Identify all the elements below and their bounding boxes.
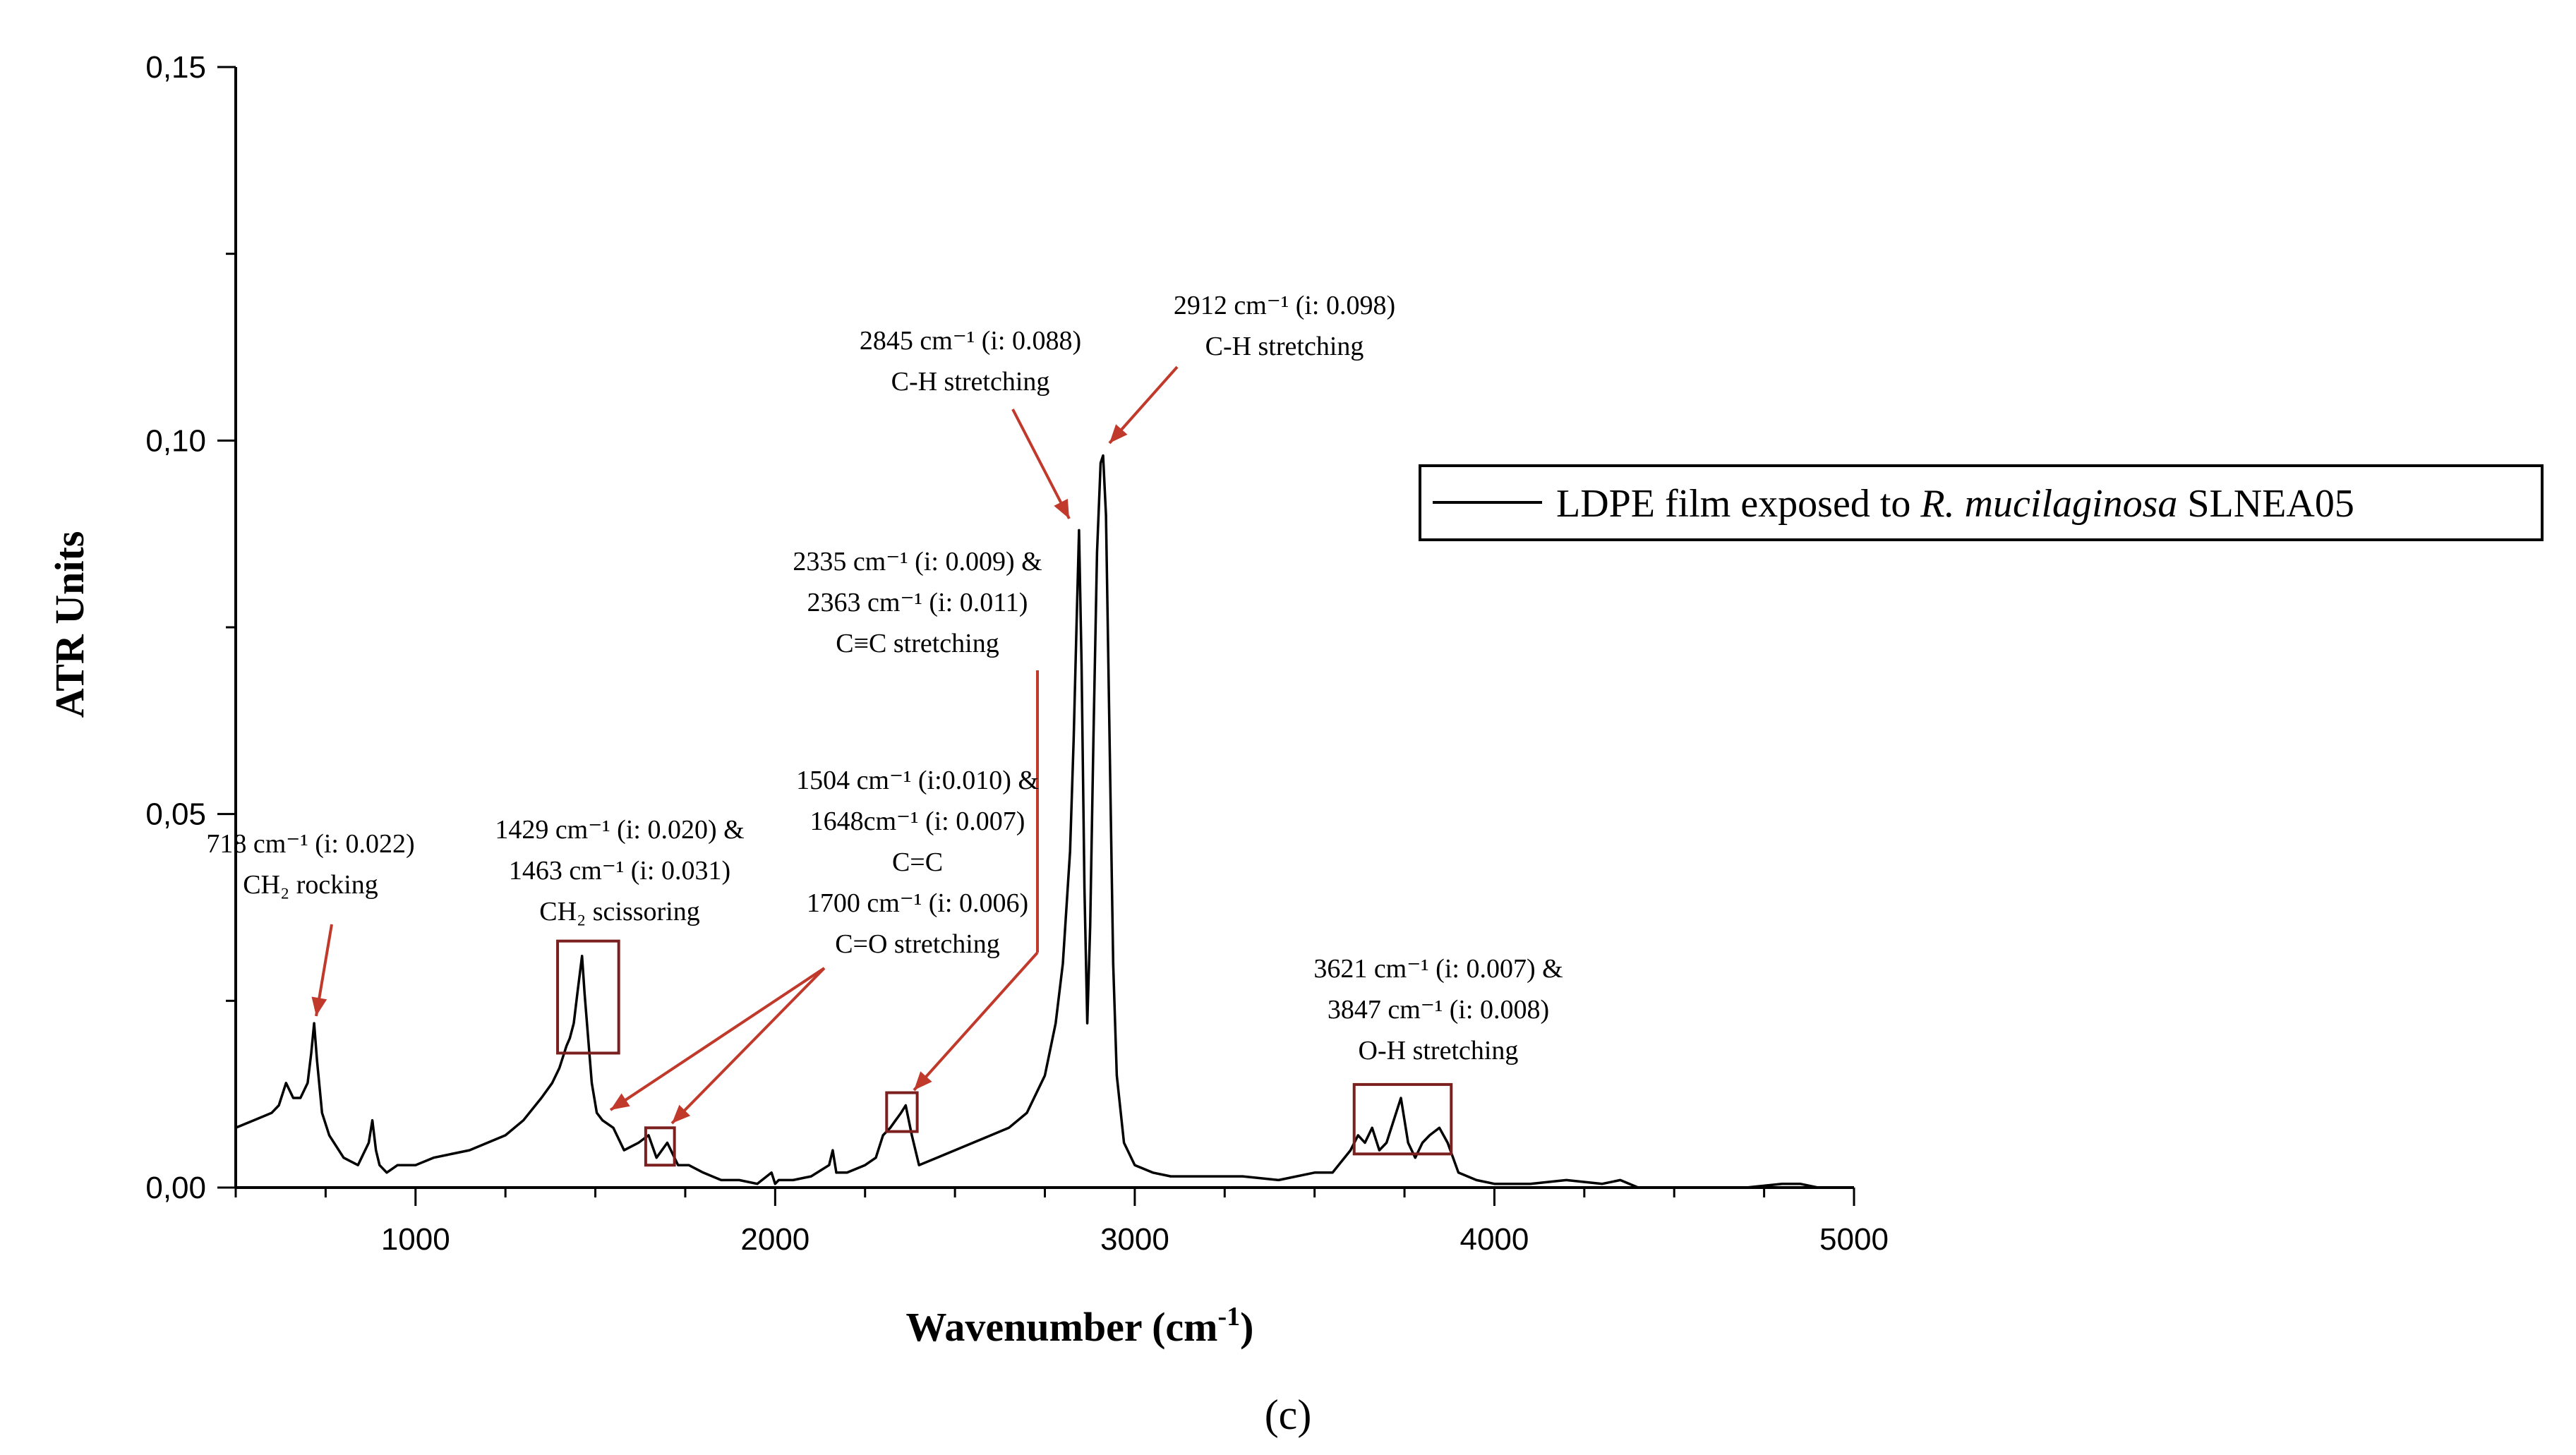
annotation-a718: 718 cm⁻¹ (i: 0.022) CH₂ rocking [206,829,414,900]
axes [234,67,1854,1189]
annotation-arrow [609,967,826,1111]
annotation-line: C-H stretching [1205,332,1364,361]
series-layer [235,454,1854,1189]
annotation-line: CH₂ rocking [243,870,378,900]
x-tick-label: 2000 [740,1222,809,1257]
annotation-a3621: 3621 cm⁻¹ (i: 0.007) & 3847 cm⁻¹ (i: 0.00… [1313,954,1563,1065]
annotation-arrowhead [672,1104,691,1123]
y-tick-label: 0,00 [145,1171,206,1205]
annotation-line: 2335 cm⁻¹ (i: 0.009) & [793,547,1042,576]
annotation-a2335: 2335 cm⁻¹ (i: 0.009) & 2363 cm⁻¹ (i: 0.01… [793,547,1042,658]
annotation-arrowhead [914,1071,932,1090]
panel-label: (c) [1265,1391,1312,1438]
annotation-line: 718 cm⁻¹ (i: 0.022) [206,829,414,859]
annotation-line: 3621 cm⁻¹ (i: 0.007) & [1313,954,1563,984]
x-axis-title-close: ) [1240,1304,1253,1350]
legend-label: LDPE film exposed to R. mucilaginosa SLN… [1556,482,2354,526]
peak-highlight-box [1352,1082,1453,1156]
x-tick-label: 1000 [381,1222,450,1257]
legend-label-italic: R. mucilaginosa [1920,482,2177,526]
x-tick-label: 5000 [1819,1222,1889,1257]
annotation-line: C=C [892,847,943,877]
annotation-line: 2912 cm⁻¹ (i: 0.098) [1174,291,1395,320]
x-axis-title-main: Wavenumber (cm [906,1304,1218,1350]
annotation-arrow [913,951,1039,1092]
annotation-line: 1700 cm⁻¹ (i: 0.006) [807,888,1028,918]
annotation-line: 1429 cm⁻¹ (i: 0.020) & [495,815,744,845]
annotation-a1429: 1429 cm⁻¹ (i: 0.020) & 1463 cm⁻¹ (i: 0.03… [495,815,744,926]
annotation-arrowhead [1109,424,1128,443]
annotation-line: C≡C stretching [836,629,999,658]
legend: LDPE film exposed to R. mucilaginosa SLN… [1419,464,2544,541]
peak-highlight-box [644,1126,676,1167]
annotation-arrowhead [311,996,327,1016]
annotation-arrowhead [1054,498,1069,519]
annotation-arrowhead [610,1093,630,1110]
annotation-line: 3847 cm⁻¹ (i: 0.008) [1328,995,1549,1025]
y-tick-label: 0,05 [145,797,206,832]
x-tick-label: 4000 [1459,1222,1529,1257]
annotation-arrows [311,366,1179,1125]
x-axis-title: Wavenumber (cm-1) [906,1302,1254,1350]
annotation-line: 1648cm⁻¹ (i: 0.007) [810,807,1025,836]
annotation-line: O-H stretching [1359,1036,1519,1065]
y-axis-ticks: 0,00 0,05 0,10 0,15 [145,50,236,1205]
x-tick-label: 3000 [1100,1222,1169,1257]
annotation-a2845: 2845 cm⁻¹ (i: 0.088) C-H stretching [860,326,1081,397]
annotation-line: 2363 cm⁻¹ (i: 0.011) [807,588,1028,617]
highlight-boxes [556,939,1453,1167]
x-axis-title-sup: -1 [1217,1302,1240,1332]
annotation-line: 1463 cm⁻¹ (i: 0.031) [509,856,730,886]
annotation-line: C-H stretching [891,367,1050,397]
annotation-line: C=O stretching [835,929,1000,959]
peak-highlight-box [885,1091,919,1133]
annotation-arrow [670,967,826,1125]
annotation-line: 2845 cm⁻¹ (i: 0.088) [860,326,1081,356]
annotation-line: 1504 cm⁻¹ (i:0.010) & [796,766,1039,795]
spectrum-line [235,454,1854,1189]
y-axis-title: ATR Units [47,531,92,718]
annotation-arrow [1011,409,1071,519]
annotations: 718 cm⁻¹ (i: 0.022) CH₂ rocking 1429 cm⁻¹ … [206,291,1563,1065]
annotation-a2912: 2912 cm⁻¹ (i: 0.098) C-H stretching [1174,291,1395,361]
x-axis-ticks: 1000 2000 3000 4000 5000 [234,1188,1889,1257]
y-tick-label: 0,15 [145,50,206,85]
annotation-line: CH₂ scissoring [539,897,700,926]
legend-label-suffix: SLNEA05 [2177,482,2354,526]
legend-box [1419,464,2544,541]
y-tick-label: 0,10 [145,423,206,458]
peak-highlight-box [556,939,620,1055]
legend-label-prefix: LDPE film exposed to [1556,482,1920,526]
annotation-a1504: 1504 cm⁻¹ (i:0.010) & 1648cm⁻¹ (i: 0.007)… [796,766,1039,959]
